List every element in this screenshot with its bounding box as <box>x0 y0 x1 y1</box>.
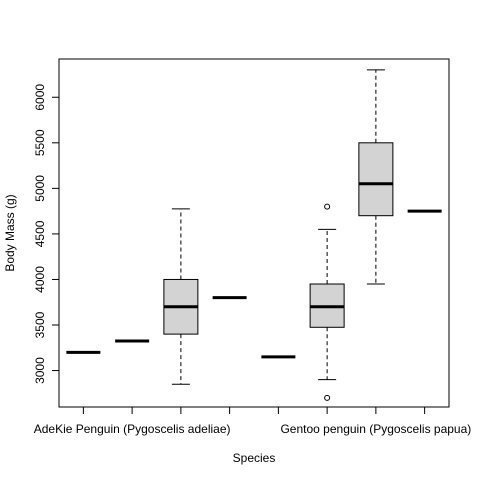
y-axis-title: Body Mass (g) <box>3 194 17 271</box>
outlier-point <box>324 203 331 210</box>
y-axis: 3000 3500 4000 4500 5000 5500 6000 <box>33 84 60 384</box>
boxes-layer <box>66 69 442 401</box>
box-group-7 <box>358 69 394 285</box>
plot-frame <box>58 58 450 408</box>
y-tick-label: 3500 <box>33 311 47 338</box>
y-tick-label: 3000 <box>33 357 47 384</box>
x-tick-label: Gentoo penguin (Pygoscelis papua) <box>280 422 471 436</box>
box-group-6 <box>309 203 345 401</box>
x-axis: AdeKie Penguin (Pygoscelis adeliae) Gento… <box>34 406 471 436</box>
x-tick-label: AdeKie Penguin (Pygoscelis adeliae) <box>34 422 231 436</box>
y-tick-label: 4500 <box>33 220 47 247</box>
y-tick-label: 6000 <box>33 84 47 111</box>
x-axis-title: Species <box>233 451 276 465</box>
y-tick-label: 4000 <box>33 266 47 293</box>
box <box>358 142 394 217</box>
y-tick-label: 5500 <box>33 129 47 156</box>
outlier-point <box>324 394 331 401</box>
box-group-3 <box>163 208 199 385</box>
y-tick-label: 5000 <box>33 175 47 202</box>
